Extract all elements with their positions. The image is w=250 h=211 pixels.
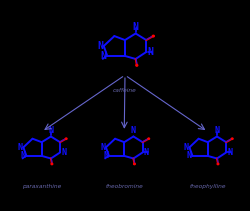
Text: N: N bbox=[103, 151, 108, 160]
Text: N: N bbox=[18, 143, 22, 152]
Text: N: N bbox=[131, 126, 136, 135]
Text: N: N bbox=[100, 51, 106, 61]
Circle shape bbox=[134, 163, 135, 165]
Text: N: N bbox=[144, 148, 149, 157]
Text: caffeine: caffeine bbox=[113, 88, 137, 93]
Circle shape bbox=[65, 138, 67, 139]
Text: paraxanthine: paraxanthine bbox=[22, 184, 61, 189]
Text: theobromine: theobromine bbox=[106, 184, 143, 189]
Circle shape bbox=[148, 138, 150, 139]
Text: N: N bbox=[187, 151, 192, 160]
Circle shape bbox=[232, 138, 233, 139]
Circle shape bbox=[136, 65, 138, 66]
Text: N: N bbox=[20, 151, 25, 160]
Text: N: N bbox=[227, 148, 232, 157]
Text: N: N bbox=[214, 126, 220, 135]
Text: N: N bbox=[97, 41, 103, 51]
Circle shape bbox=[152, 35, 154, 37]
Text: N: N bbox=[184, 143, 188, 152]
Circle shape bbox=[51, 163, 53, 165]
Text: theophylline: theophylline bbox=[190, 184, 226, 189]
Text: N: N bbox=[48, 126, 54, 135]
Text: N: N bbox=[61, 148, 66, 157]
Text: N: N bbox=[100, 143, 105, 152]
Circle shape bbox=[217, 163, 219, 165]
Text: N: N bbox=[148, 47, 154, 57]
Text: N: N bbox=[133, 22, 138, 32]
